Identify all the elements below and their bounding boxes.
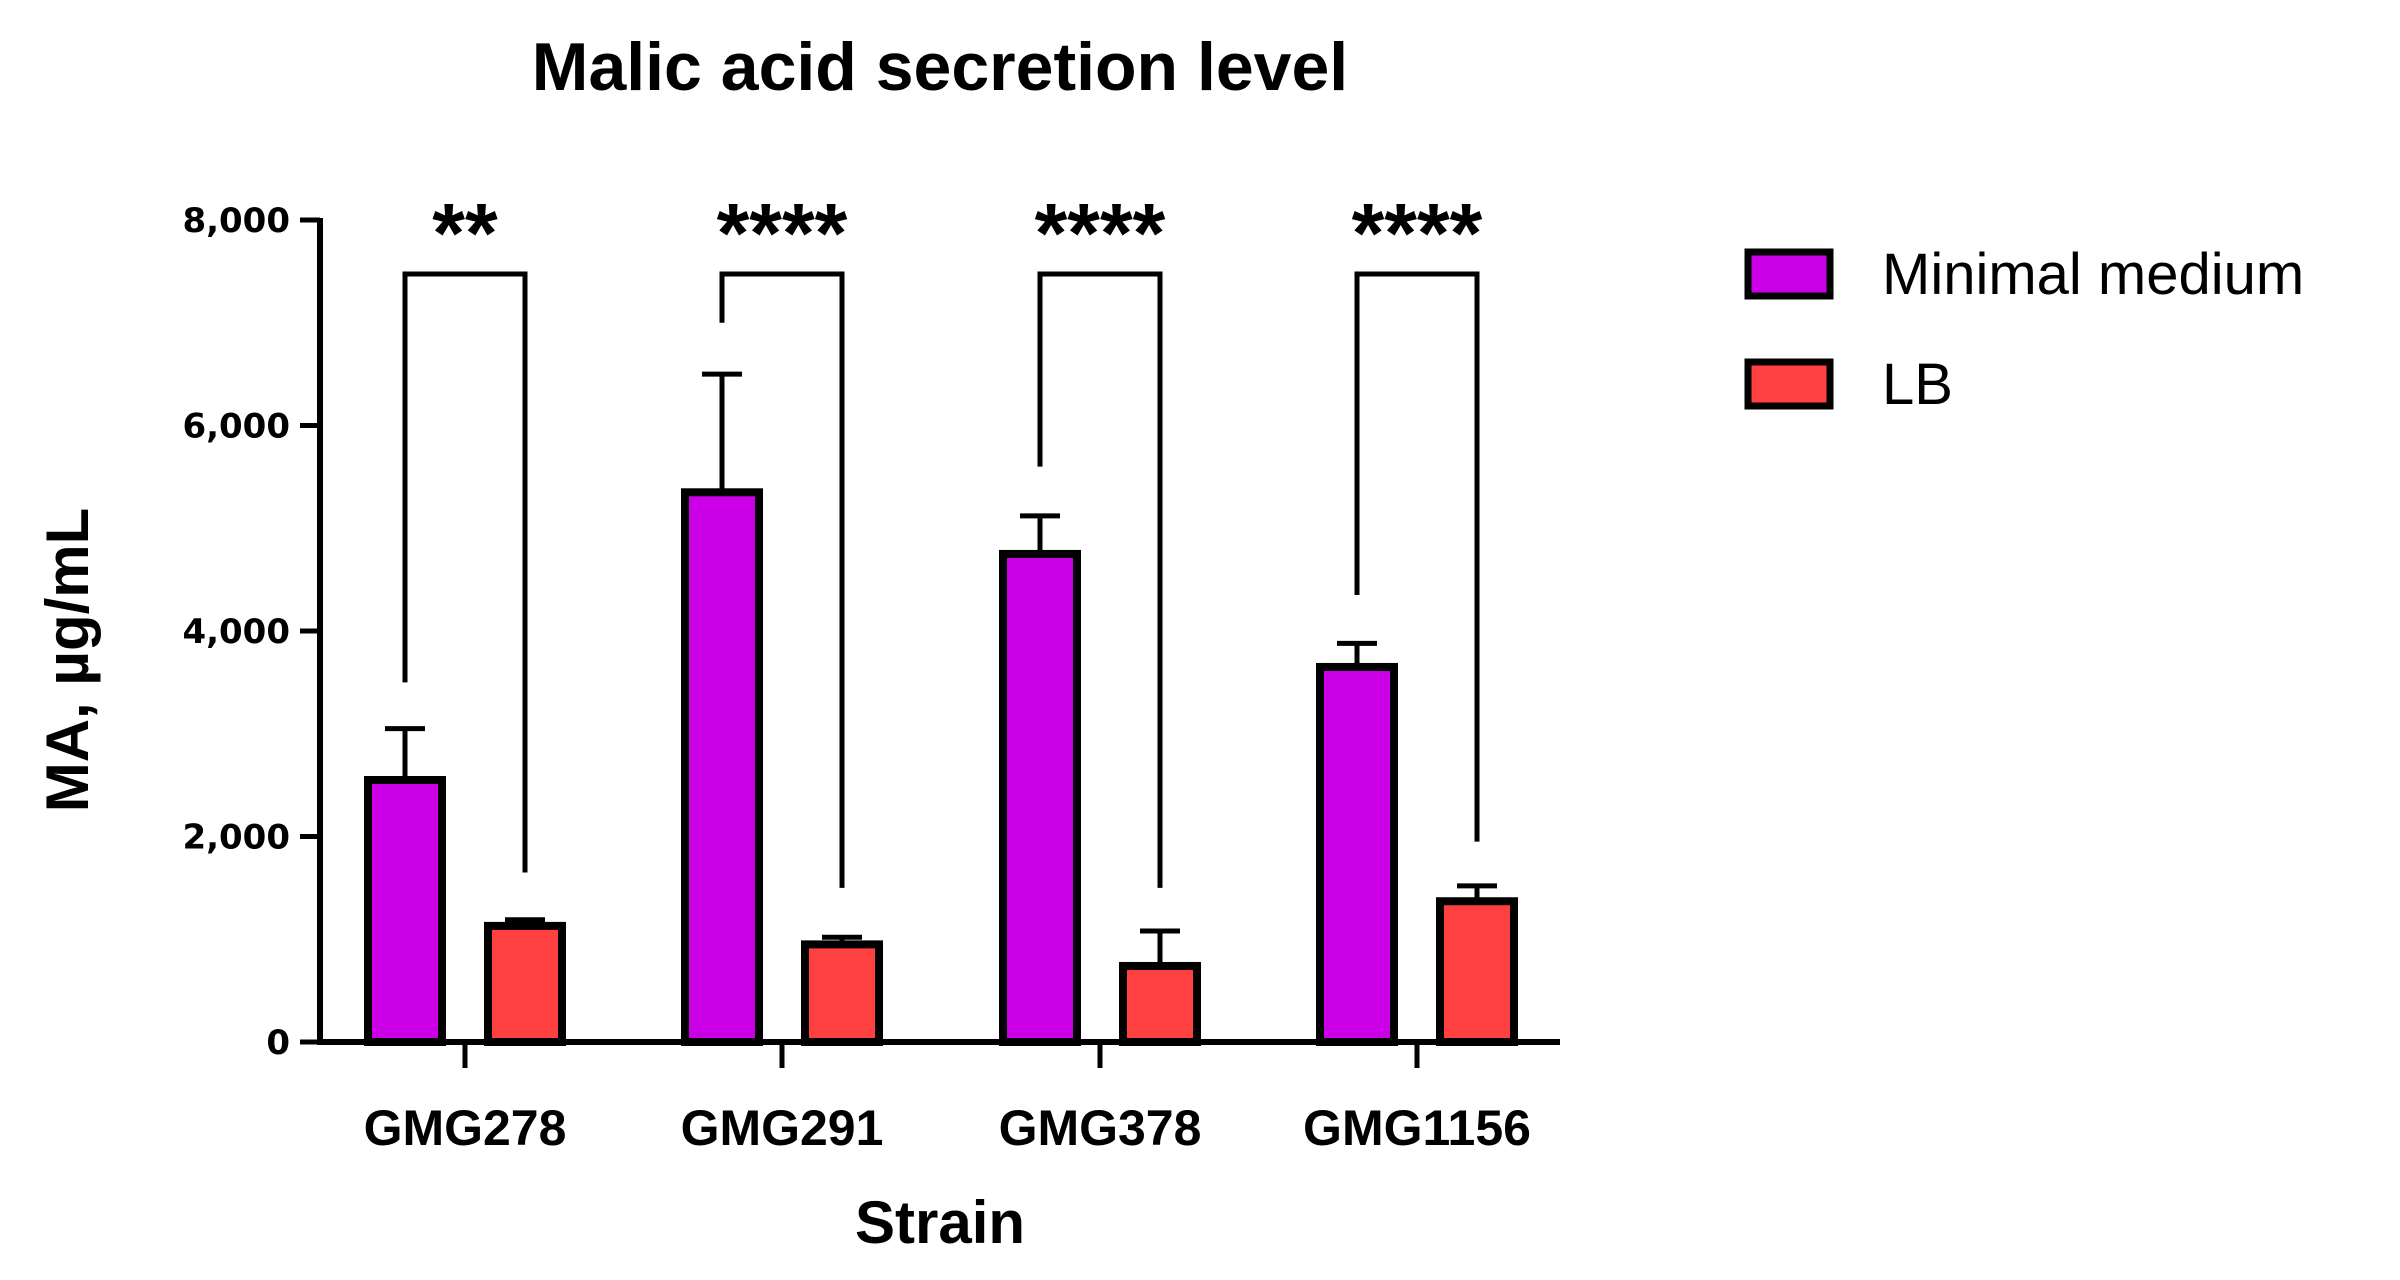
- x-tick-label: GMG291: [681, 1100, 884, 1156]
- x-axis-label: Strain: [855, 1189, 1025, 1256]
- x-tick-label: GMG278: [364, 1100, 567, 1156]
- bars-layer: [364, 371, 1518, 1047]
- chart-title: Malic acid secretion level: [532, 29, 1348, 105]
- bar: [1119, 961, 1201, 1047]
- y-axis-label: MA, µg/mL: [34, 508, 101, 813]
- legend-swatch: [1744, 358, 1834, 410]
- bar: [801, 940, 883, 1047]
- significance-label: **: [432, 186, 498, 280]
- x-tick-label: GMG378: [999, 1100, 1202, 1156]
- significance-bracket: [1354, 271, 1480, 842]
- bar: [484, 921, 566, 1047]
- y-tick-label: 6,000: [182, 407, 290, 447]
- significance-bracket: [719, 271, 845, 888]
- legend: Minimal medium LB: [1744, 242, 2304, 417]
- significance-label: ****: [717, 186, 848, 280]
- bar: [1436, 897, 1518, 1046]
- significance-bracket: [402, 271, 528, 873]
- y-tick-label: 4,000: [182, 612, 290, 652]
- legend-swatch: [1744, 248, 1834, 300]
- bar: [681, 488, 763, 1047]
- x-tick-label: GMG1156: [1303, 1100, 1531, 1156]
- legend-label: Minimal medium: [1882, 242, 2304, 307]
- y-tick-label: 0: [266, 1023, 290, 1063]
- legend-label: LB: [1882, 352, 1953, 417]
- significance-label: ****: [1352, 186, 1483, 280]
- bar: [364, 775, 446, 1046]
- significance-bracket: [1037, 271, 1163, 888]
- bar: [999, 549, 1081, 1046]
- y-tick-label: 2,000: [182, 818, 290, 858]
- y-tick-label: 8,000: [182, 201, 290, 241]
- axes-layer: 0 2,000 4,000 6,000 8,000 GMG278 GMG291 GMG378 G…: [182, 201, 1560, 1156]
- bar: [1316, 662, 1398, 1047]
- significance-label: ****: [1035, 186, 1166, 280]
- significance-layer: ** **** **** ****: [402, 186, 1483, 888]
